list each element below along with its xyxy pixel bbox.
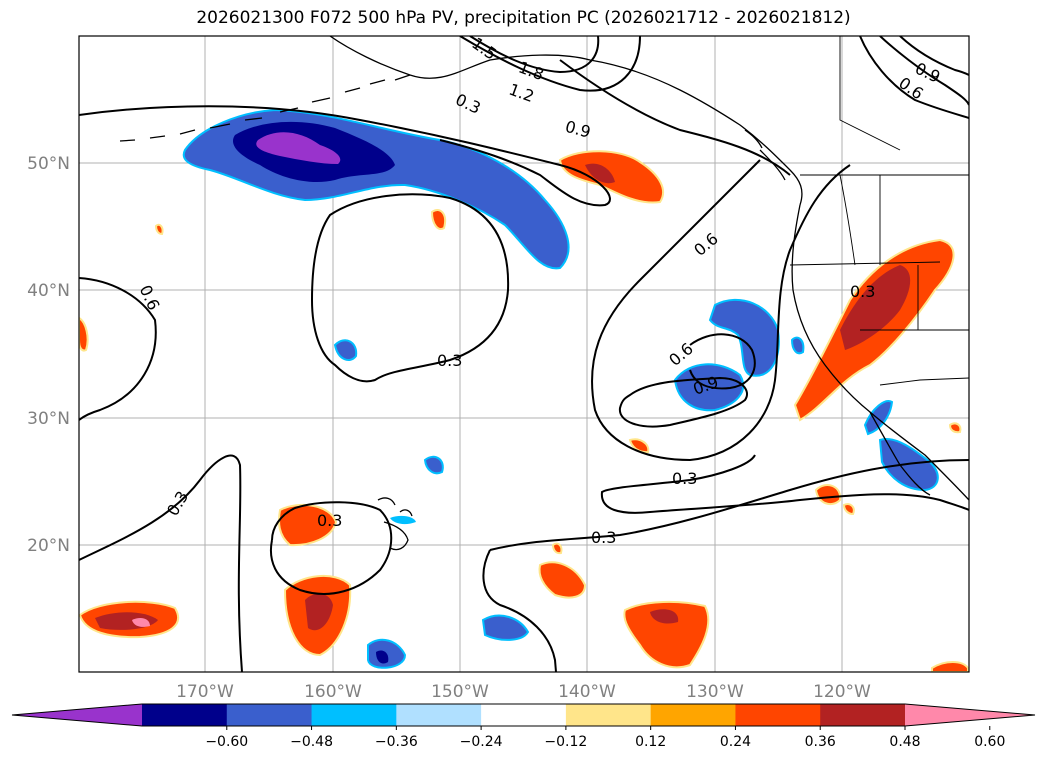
pc-lightblue-hawaii: [390, 515, 416, 525]
bc-islands: [744, 129, 786, 181]
pc-red-subtropical: [538, 561, 587, 599]
lon-labels: 170°W 160°W 150°W 140°W 130°W 120°W: [176, 682, 871, 702]
pc-red-south-central: [623, 600, 710, 669]
pv-contour-0.6-large: [79, 277, 157, 421]
alaska-canada-border: [839, 36, 901, 151]
pc-blue-small-1: [333, 339, 358, 361]
lon-label-160w: 160°W: [304, 682, 362, 702]
pc-red-small-7: [551, 542, 563, 555]
pv-contour-0.6-inner: [689, 333, 756, 390]
pc-darkred-south-hawaii: [305, 593, 333, 631]
pv-contour-1.5: [469, 36, 600, 74]
pv-contour-0.3-low-east: [600, 454, 969, 514]
pc-red-small-1: [430, 209, 446, 230]
pv-contour-0.3-hawaii: [270, 501, 393, 595]
pc-red-small-4: [154, 223, 164, 236]
pv-contour-0.3-closed: [310, 193, 510, 383]
pc-red-small-5: [842, 503, 855, 516]
pv-contour-0.3-south: [482, 549, 557, 672]
lon-label-170w: 170°W: [176, 682, 234, 702]
colorbar-segment: [650, 704, 736, 726]
colorbar-extend-high: [905, 704, 1035, 726]
colorbar-tick-label: 0.60: [974, 734, 1005, 750]
colorbar-tick-label: −0.36: [375, 734, 418, 750]
pc-red-small-8: [948, 422, 962, 434]
pc-darkred-california: [840, 265, 911, 350]
pv-label-14: 0.3: [672, 469, 697, 488]
colorbar-extend-low: [12, 704, 142, 726]
colorbar-outline: [11, 703, 1036, 727]
pv-contours: [79, 36, 969, 672]
colorbar-segment: [311, 704, 397, 726]
lat-label-50n: 50°N: [27, 154, 70, 174]
colorbar-tick-label: −0.60: [205, 734, 248, 750]
borders: [789, 36, 969, 386]
colorbar-tick-label: −0.48: [290, 734, 333, 750]
pv-contour-0.9-ne: [879, 36, 969, 106]
colorbar-segment: [735, 704, 821, 726]
alaska-coast: [329, 36, 803, 206]
positive-pc-regions: [79, 150, 969, 672]
lat-label-30n: 30°N: [27, 409, 70, 429]
pv-contour-0.6-ne: [859, 36, 969, 119]
pv-contour-0.6-ne2: [899, 36, 969, 76]
lat-label-20n: 20°N: [27, 536, 70, 556]
lon-label-140w: 140°W: [558, 682, 616, 702]
pc-red-hawaii-west: [278, 503, 338, 547]
colorbar-segment: [820, 704, 906, 726]
colorbar-tick-label: −0.24: [460, 734, 503, 750]
pc-blue-baja: [863, 400, 894, 436]
graticule: [79, 36, 969, 672]
lon-label-120w: 120°W: [813, 682, 871, 702]
colorbar-tick-label: 0.12: [635, 734, 666, 750]
lat-label-40n: 40°N: [27, 281, 70, 301]
pc-blue-hawaii-east: [481, 614, 530, 641]
colorbar-segment: [142, 704, 228, 726]
pc-darkred-south-central: [650, 609, 679, 624]
pc-pink-southwest: [132, 618, 150, 627]
colorbar-segment: [396, 704, 482, 726]
pc-red-small-2: [814, 484, 842, 506]
colorbar-tick-label: −0.12: [544, 734, 587, 750]
pv-contour-0.9-lobe: [559, 59, 791, 176]
pc-navy-south: [376, 650, 389, 664]
lon-label-130w: 130°W: [686, 682, 744, 702]
colorbar: −0.60 −0.48 −0.36 −0.24 −0.12 0.12 0.24 0.36 0.4…: [11, 703, 1036, 750]
colorbar-segment: [226, 704, 313, 726]
west-coast-na: [791, 204, 969, 501]
lon-label-150w: 150°W: [431, 682, 489, 702]
pc-blue-offshore-low: [708, 298, 780, 377]
pv-contour-0.3-subtropical: [79, 454, 243, 672]
colorbar-segment: [481, 704, 567, 726]
hawaii-islands: [377, 497, 413, 551]
pv-label-9: 0.3: [850, 282, 875, 301]
state-borders: [789, 174, 969, 331]
pv-contour-1.2: [459, 36, 641, 92]
coastlines: [119, 36, 969, 551]
pv-contour-0.6-low: [591, 159, 851, 462]
pv-label-13: 0.3: [437, 351, 462, 370]
pc-purple-aleutian: [256, 132, 341, 164]
pc-blue-small-2: [423, 455, 444, 475]
pv-contour-0.3-north: [79, 105, 611, 207]
lat-labels: 50°N 40°N 30°N 20°N: [27, 154, 70, 556]
pc-blue-small-3: [790, 336, 805, 355]
colorbar-tick-label: 0.36: [805, 734, 836, 750]
us-mexico-border: [879, 377, 969, 386]
pv-label-17: 0.3: [317, 511, 342, 530]
pc-red-small-3: [628, 438, 650, 454]
map-title: 2026021300 F072 500 hPa PV, precipitatio…: [196, 8, 851, 28]
pc-red-small-6: [931, 661, 969, 672]
colorbar-tick-label: 0.24: [720, 734, 751, 750]
pc-darkred-gulf-alaska: [585, 163, 615, 184]
pv-contour-0.9-inner: [618, 376, 748, 428]
pv-label-15: 0.3: [591, 528, 616, 547]
pv-contour-0.3-east: [489, 459, 969, 551]
colorbar-segment: [565, 704, 652, 726]
map-frame: [78, 35, 970, 673]
colorbar-tick-label: 0.48: [889, 734, 920, 750]
